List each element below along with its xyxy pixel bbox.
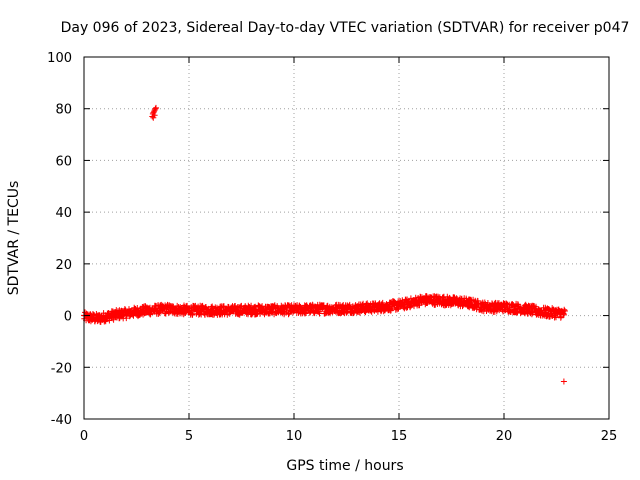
y-tick-label: 80 <box>55 103 72 118</box>
x-tick-label: 5 <box>185 429 193 444</box>
x-tick-label: 15 <box>391 429 408 444</box>
y-tick-label: 0 <box>64 310 72 325</box>
y-tick-label: -20 <box>51 361 72 376</box>
data-point-marker <box>152 105 159 112</box>
data-point-marker <box>150 114 157 121</box>
x-tick-label: 10 <box>286 429 303 444</box>
y-tick-label: 20 <box>55 258 72 273</box>
data-point-marker <box>560 378 567 385</box>
series-band-markers <box>81 293 568 325</box>
chart-title: Day 096 of 2023, Sidereal Day-to-day VTE… <box>61 20 630 36</box>
data-point-marker <box>150 109 157 116</box>
grid-lines <box>84 57 609 419</box>
data-point-marker <box>151 112 158 119</box>
x-tick-label: 25 <box>601 429 618 444</box>
y-axis-ticks: -40 -20 0 20 40 60 80 100 <box>47 51 609 428</box>
y-axis-label: SDTVAR / TECUs <box>6 181 22 296</box>
x-axis-label: GPS time / hours <box>286 458 403 474</box>
y-tick-label: 40 <box>55 206 72 221</box>
y-tick-label: 100 <box>47 51 72 66</box>
x-tick-label: 0 <box>80 429 88 444</box>
y-tick-label: -40 <box>51 413 72 428</box>
data-point-marker <box>153 104 159 111</box>
x-axis-ticks: 0 5 10 15 20 25 <box>80 57 617 444</box>
data-series <box>81 104 568 385</box>
y-tick-label: 60 <box>55 154 72 169</box>
x-tick-label: 20 <box>496 429 513 444</box>
plot-frame <box>83 56 610 420</box>
